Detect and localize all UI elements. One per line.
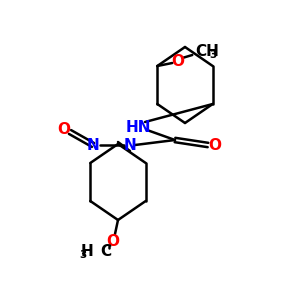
Text: HN: HN — [125, 121, 151, 136]
Text: 3: 3 — [209, 50, 217, 60]
Text: O: O — [208, 137, 221, 152]
Text: O: O — [106, 235, 119, 250]
Text: C: C — [100, 244, 111, 260]
Text: CH: CH — [195, 44, 219, 59]
Text: O: O — [171, 53, 184, 68]
Text: N: N — [87, 137, 99, 152]
Text: H: H — [80, 244, 93, 260]
Text: 3: 3 — [80, 250, 87, 260]
Text: O: O — [58, 122, 70, 137]
Text: N: N — [124, 137, 136, 152]
